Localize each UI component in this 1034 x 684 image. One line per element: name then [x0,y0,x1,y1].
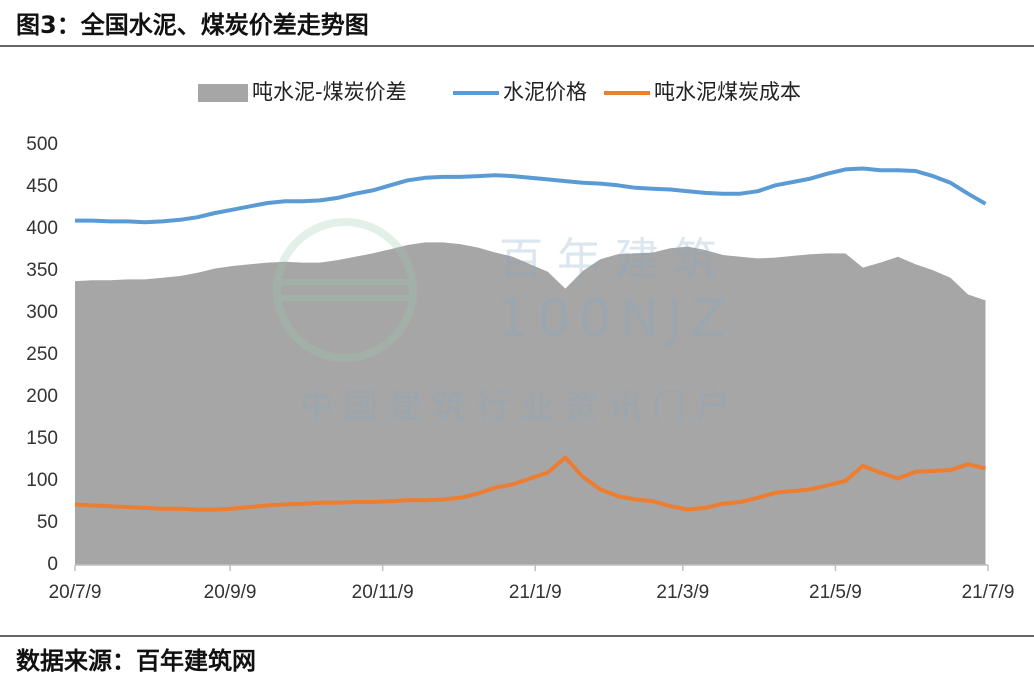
watermark-text: 中国建筑行业资讯门户 [300,387,740,427]
y-tick-label: 200 [26,386,58,407]
y-tick-label: 350 [26,260,58,281]
x-tick-label: 21/5/9 [809,582,862,603]
x-tick-label: 20/9/9 [204,582,257,603]
y-tick-label: 250 [26,344,58,365]
line [74,455,986,512]
plot [74,166,987,565]
y-tick-label: 0 [47,554,58,575]
y-tick-label: 500 [26,134,58,155]
y-tick-label: 450 [26,176,58,197]
watermark-text: 百年建筑 [499,234,731,285]
x-tick-label: 20/7/9 [49,582,102,603]
y-tick-label: 150 [26,428,58,449]
legend-label: 吨水泥煤炭成本 [654,80,801,104]
legend: 吨水泥-煤炭价差 水泥价格 吨水泥煤炭成本 [198,80,801,104]
watermark-text: 100NJZ [496,289,733,349]
legend-swatch [198,84,248,102]
y-tick-label: 100 [26,470,58,491]
source: 数据来源：百年建筑网 [16,647,256,675]
x-tick-label: 20/11/9 [352,582,414,603]
y-tick-label: 50 [37,512,58,533]
area [75,242,986,565]
legend-label: 吨水泥-煤炭价差 [252,80,407,104]
x-tick-label: 21/3/9 [656,582,709,603]
x-tick-label: 21/1/9 [509,582,562,603]
y-tick-label: 300 [26,302,58,323]
legend-label: 水泥价格 [503,80,587,104]
chart-title: 图3：全国水泥、煤炭价差走势图 [16,11,369,39]
y-tick-label: 400 [26,218,58,239]
line [75,166,987,225]
x-tick-label: 21/7/9 [962,582,1015,603]
